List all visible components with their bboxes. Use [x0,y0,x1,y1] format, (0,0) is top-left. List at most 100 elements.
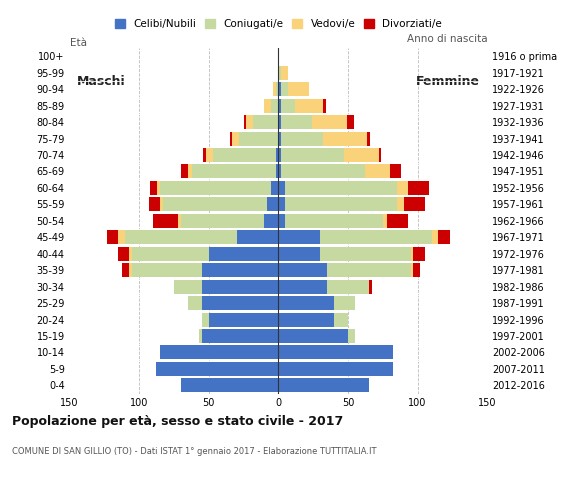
Bar [323,132,368,145]
Bar [206,148,213,162]
Bar [278,66,281,80]
Bar [192,165,276,179]
Bar [157,181,160,195]
Bar [288,82,309,96]
Text: Popolazione per età, sesso e stato civile - 2017: Popolazione per età, sesso e stato civil… [12,415,343,428]
Bar [264,98,271,113]
Bar [160,197,163,211]
Text: COMUNE DI SAN GILLIO (TO) - Dati ISTAT 1° gennaio 2017 - Elaborazione TUTTITALIA: COMUNE DI SAN GILLIO (TO) - Dati ISTAT 1… [12,446,376,456]
Bar [278,214,285,228]
Bar [278,132,281,145]
Text: Età: Età [70,38,86,48]
Bar [278,312,334,326]
Bar [281,82,288,96]
Bar [369,280,372,294]
Bar [237,230,278,244]
Bar [365,165,390,179]
Bar [132,247,209,261]
Bar [281,66,288,80]
Bar [411,247,414,261]
Bar [320,247,411,261]
Bar [411,263,414,277]
Bar [188,296,202,310]
Bar [267,197,278,211]
Bar [278,82,281,96]
Bar [174,280,202,294]
Bar [209,312,278,326]
Bar [278,280,327,294]
Bar [334,296,355,310]
Bar [156,362,278,376]
Bar [240,132,278,145]
Bar [181,214,264,228]
Bar [278,197,285,211]
Bar [348,329,355,343]
Bar [432,230,438,244]
Bar [344,148,379,162]
Bar [276,82,278,96]
Bar [118,230,125,244]
Bar [327,280,369,294]
Bar [203,148,206,162]
Bar [160,346,278,360]
Bar [202,296,278,310]
Bar [271,181,278,195]
Bar [278,296,334,310]
Bar [276,165,278,179]
Bar [387,214,408,228]
Bar [233,132,240,145]
Bar [320,230,432,244]
Bar [276,148,278,162]
Bar [379,148,382,162]
Bar [181,378,278,392]
Bar [281,148,344,162]
Bar [202,329,278,343]
Bar [285,181,397,195]
Bar [188,165,192,179]
Bar [278,247,320,261]
Bar [295,98,323,113]
Bar [281,115,312,129]
Bar [125,230,237,244]
Bar [281,165,365,179]
Bar [414,263,420,277]
Text: Anno di nascita: Anno di nascita [407,34,487,44]
Bar [181,165,188,179]
Bar [281,98,295,113]
Bar [129,247,132,261]
Bar [107,230,118,244]
Bar [312,115,347,129]
Bar [273,82,275,96]
Bar [278,346,393,360]
Bar [160,181,271,195]
Bar [281,132,323,145]
Bar [278,230,320,244]
Bar [271,98,278,113]
Bar [383,214,387,228]
Bar [202,263,278,277]
Bar [368,132,370,145]
Bar [278,181,285,195]
Bar [278,378,369,392]
Bar [278,165,281,179]
Bar [278,98,281,113]
Text: Femmine: Femmine [416,75,480,88]
Bar [264,214,278,228]
Bar [122,263,129,277]
Bar [163,197,267,211]
Bar [118,247,129,261]
Bar [129,263,132,277]
Bar [150,181,157,195]
Text: Maschi: Maschi [77,75,125,88]
Bar [408,181,429,195]
Bar [278,362,393,376]
Bar [202,312,209,326]
Bar [246,115,253,129]
Bar [209,247,278,261]
Bar [278,329,348,343]
Bar [149,197,160,211]
Bar [390,165,401,179]
Bar [178,214,181,228]
Bar [199,329,202,343]
Bar [414,247,425,261]
